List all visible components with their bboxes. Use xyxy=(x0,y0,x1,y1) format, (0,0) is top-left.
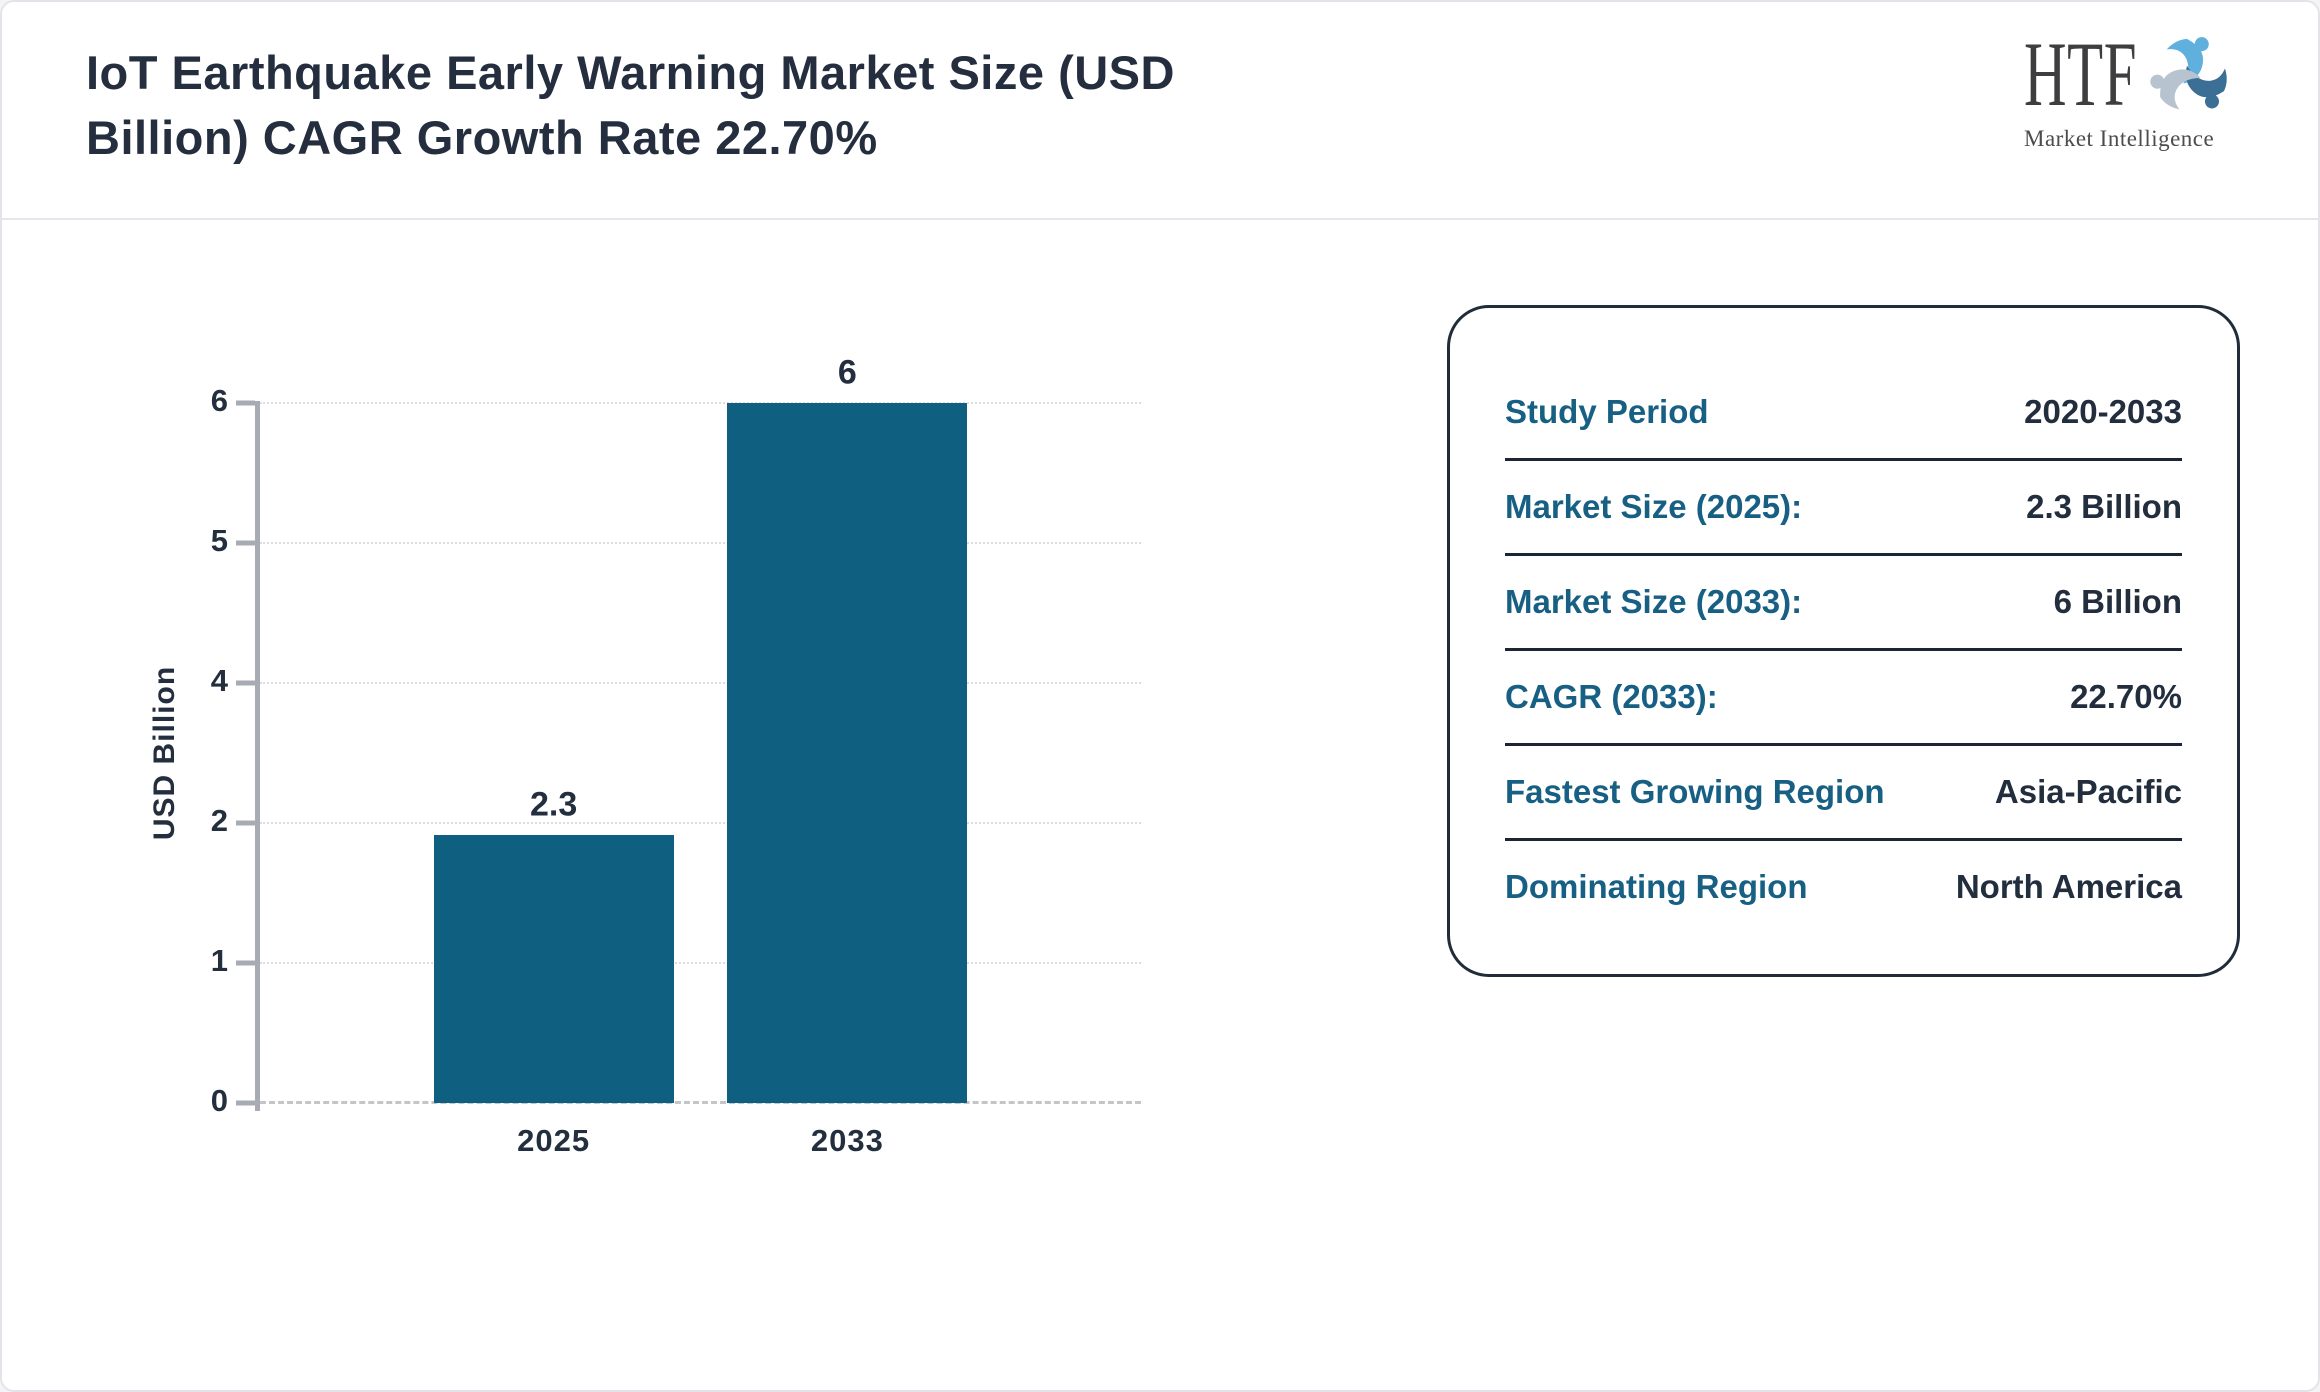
y-tick-label-0: 0 xyxy=(210,1083,228,1118)
htf-logo-tagline: Market Intelligence xyxy=(2024,126,2215,151)
htf-logo-row: HTF xyxy=(2024,24,2234,124)
summary-row-label: Fastest Growing Region xyxy=(1505,773,1885,810)
summary-row-0: Study Period 2020-2033 xyxy=(1505,366,2182,461)
summary-row-2: Market Size (2033): 6 Billion xyxy=(1505,556,2182,651)
summary-row-1: Market Size (2025): 2.3 Billion xyxy=(1505,461,2182,556)
y-tick-mark-4 xyxy=(236,680,255,686)
htf-logo: HTF Market Inte xyxy=(2024,24,2234,152)
bar-2033 xyxy=(727,403,968,1103)
bar-2025 xyxy=(433,834,674,1103)
gridline-5 xyxy=(260,542,1141,544)
gridline-1 xyxy=(260,962,1141,964)
header-divider xyxy=(2,218,2318,220)
summary-row-value: 2020-2033 xyxy=(2024,393,2182,430)
summary-row-4: Fastest Growing Region Asia-Pacific xyxy=(1505,746,2182,841)
gridline-6 xyxy=(260,402,1141,404)
y-tick-label-2: 2 xyxy=(210,803,228,838)
bar-value-label-2025: 2.3 xyxy=(530,785,578,824)
market-summary-card: Study Period 2020-2033 Market Size (2025):… xyxy=(1447,305,2240,977)
gridline-0 xyxy=(260,1101,1141,1104)
summary-row-value: Asia-Pacific xyxy=(1994,773,2182,810)
summary-row-label: Dominating Region xyxy=(1505,868,1808,905)
summary-row-label: Market Size (2025): xyxy=(1505,488,1803,525)
y-tick-label-1: 1 xyxy=(210,943,228,978)
y-tick-label-5: 5 xyxy=(210,523,228,558)
y-tick-label-4: 4 xyxy=(210,663,228,698)
page-title: IoT Earthquake Early Warning Market Size… xyxy=(86,40,1175,170)
y-tick-mark-6 xyxy=(236,400,255,406)
y-tick-mark-5 xyxy=(236,540,255,546)
gridline-2 xyxy=(260,822,1141,824)
summary-row-5: Dominating Region North America xyxy=(1505,841,2182,933)
gridline-4 xyxy=(260,682,1141,684)
summary-row-value: North America xyxy=(1955,868,2182,905)
y-axis-line xyxy=(255,401,260,1111)
y-tick-mark-0 xyxy=(236,1100,255,1106)
y-tick-mark-1 xyxy=(236,960,255,966)
three-figures-swirl-icon xyxy=(2150,37,2227,110)
y-axis-title: USD Billion xyxy=(148,665,181,841)
summary-row-value: 6 Billion xyxy=(2053,583,2182,620)
summary-row-label: Study Period xyxy=(1505,393,1709,430)
y-tick-label-6: 6 xyxy=(210,383,228,418)
summary-row-label: Market Size (2033): xyxy=(1505,583,1803,620)
x-tick-label-2025: 2025 xyxy=(517,1123,591,1158)
bar-value-label-2033: 6 xyxy=(837,353,857,392)
y-tick-mark-2 xyxy=(236,820,255,826)
x-tick-label-2033: 2033 xyxy=(810,1123,884,1158)
summary-row-3: CAGR (2033): 22.70% xyxy=(1505,651,2182,746)
summary-row-label: CAGR (2033): xyxy=(1505,678,1718,715)
bar-chart-plot-area: 0 1 2 4 5 6 2.3 2025 6 2033 xyxy=(211,354,1141,1158)
page-title-line-1: IoT Earthquake Early Warning Market Size… xyxy=(86,46,1175,99)
page-title-line-2: Billion) CAGR Growth Rate 22.70% xyxy=(86,111,878,164)
htf-logo-text: HTF xyxy=(2024,23,2138,125)
summary-row-value: 2.3 Billion xyxy=(2026,488,2182,525)
summary-row-value: 22.70% xyxy=(2070,678,2182,715)
